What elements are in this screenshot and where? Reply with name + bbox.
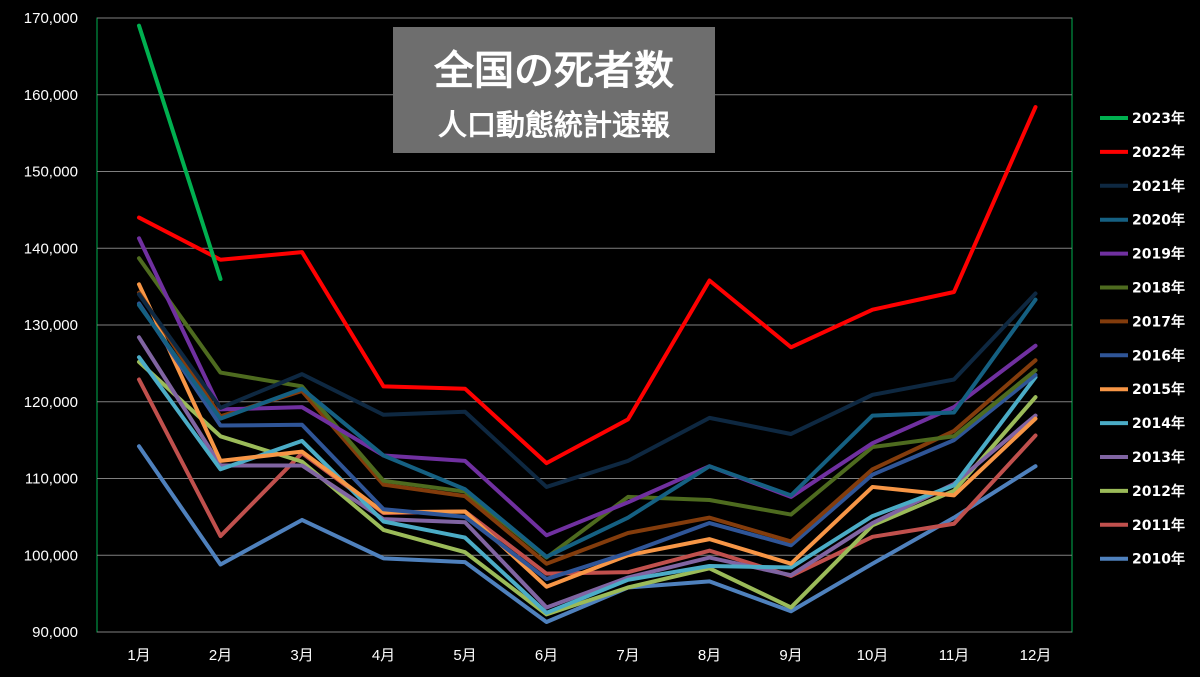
y-tick-label: 150,000 [24,164,78,181]
legend-label: 2015年 [1132,381,1185,398]
y-tick-label: 110,000 [25,471,78,488]
legend-label: 2017年 [1132,313,1185,330]
series-line-2018年 [137,256,1038,560]
series-lines [137,23,1038,625]
y-axis-labels: 90,000 100,000 110,000 120,000 130,000 140,00… [24,10,78,641]
y-tick-label: 160,000 [24,87,78,104]
x-tick-label: 7月 [616,647,639,664]
x-tick-label: 1月 [127,647,150,664]
legend-label: 2012年 [1132,483,1185,500]
gridlines [97,17,1072,633]
legend-label: 2019年 [1132,246,1185,263]
legend-label: 2010年 [1132,551,1185,568]
legend-label: 2023年 [1132,110,1185,127]
x-axis-labels: 1月 2月 3月 4月 5月 6月 7月 8月 9月 10月 11月 12月 [127,647,1051,664]
legend-label: 2020年 [1132,212,1185,229]
series-line-2023年 [137,23,223,281]
legend-label: 2011年 [1132,517,1185,534]
y-tick-label: 90,000 [32,624,78,641]
series-line-2016年 [137,301,1038,582]
series-line-2019年 [137,236,1038,538]
series-line-2012年 [137,359,1038,617]
x-tick-label: 6月 [535,647,558,664]
legend-label: 2013年 [1132,449,1185,466]
chart-subtitle: 人口動態統計速報 [438,108,671,142]
legend-label: 2014年 [1132,415,1185,432]
x-tick-label: 11月 [939,647,970,664]
x-tick-label: 3月 [290,647,313,664]
legend-label: 2018年 [1132,280,1185,297]
x-tick-label: 2月 [209,647,232,664]
x-tick-label: 9月 [779,647,802,664]
series-line-2022年 [137,105,1038,466]
y-tick-label: 170,000 [24,10,78,27]
y-tick-label: 100,000 [24,547,78,564]
x-tick-label: 12月 [1020,647,1052,664]
x-tick-label: 4月 [372,647,395,664]
title-background [393,27,715,153]
series-line-2020年 [137,297,1038,559]
legend-label: 2022年 [1132,144,1185,161]
title-block: 全国の死者数 人口動態統計速報 [393,27,715,153]
chart-title: 全国の死者数 [433,48,674,94]
legend-label: 2016年 [1132,347,1185,364]
x-tick-label: 5月 [453,647,476,664]
y-tick-label: 140,000 [24,240,78,257]
legend: 2023年 2022年 2021年 2020年 2019年 2018年 2017年 2016年… [1100,110,1185,568]
y-tick-label: 130,000 [24,317,78,334]
x-tick-label: 8月 [698,647,721,664]
series-line-2015年 [137,282,1038,589]
series-line-2013年 [137,335,1038,610]
series-line-2021年 [137,291,1038,489]
legend-label: 2021年 [1132,178,1185,195]
series-line-2014年 [137,355,1038,615]
y-tick-label: 120,000 [24,394,78,411]
series-line-2010年 [137,444,1038,625]
x-tick-label: 10月 [857,647,889,664]
